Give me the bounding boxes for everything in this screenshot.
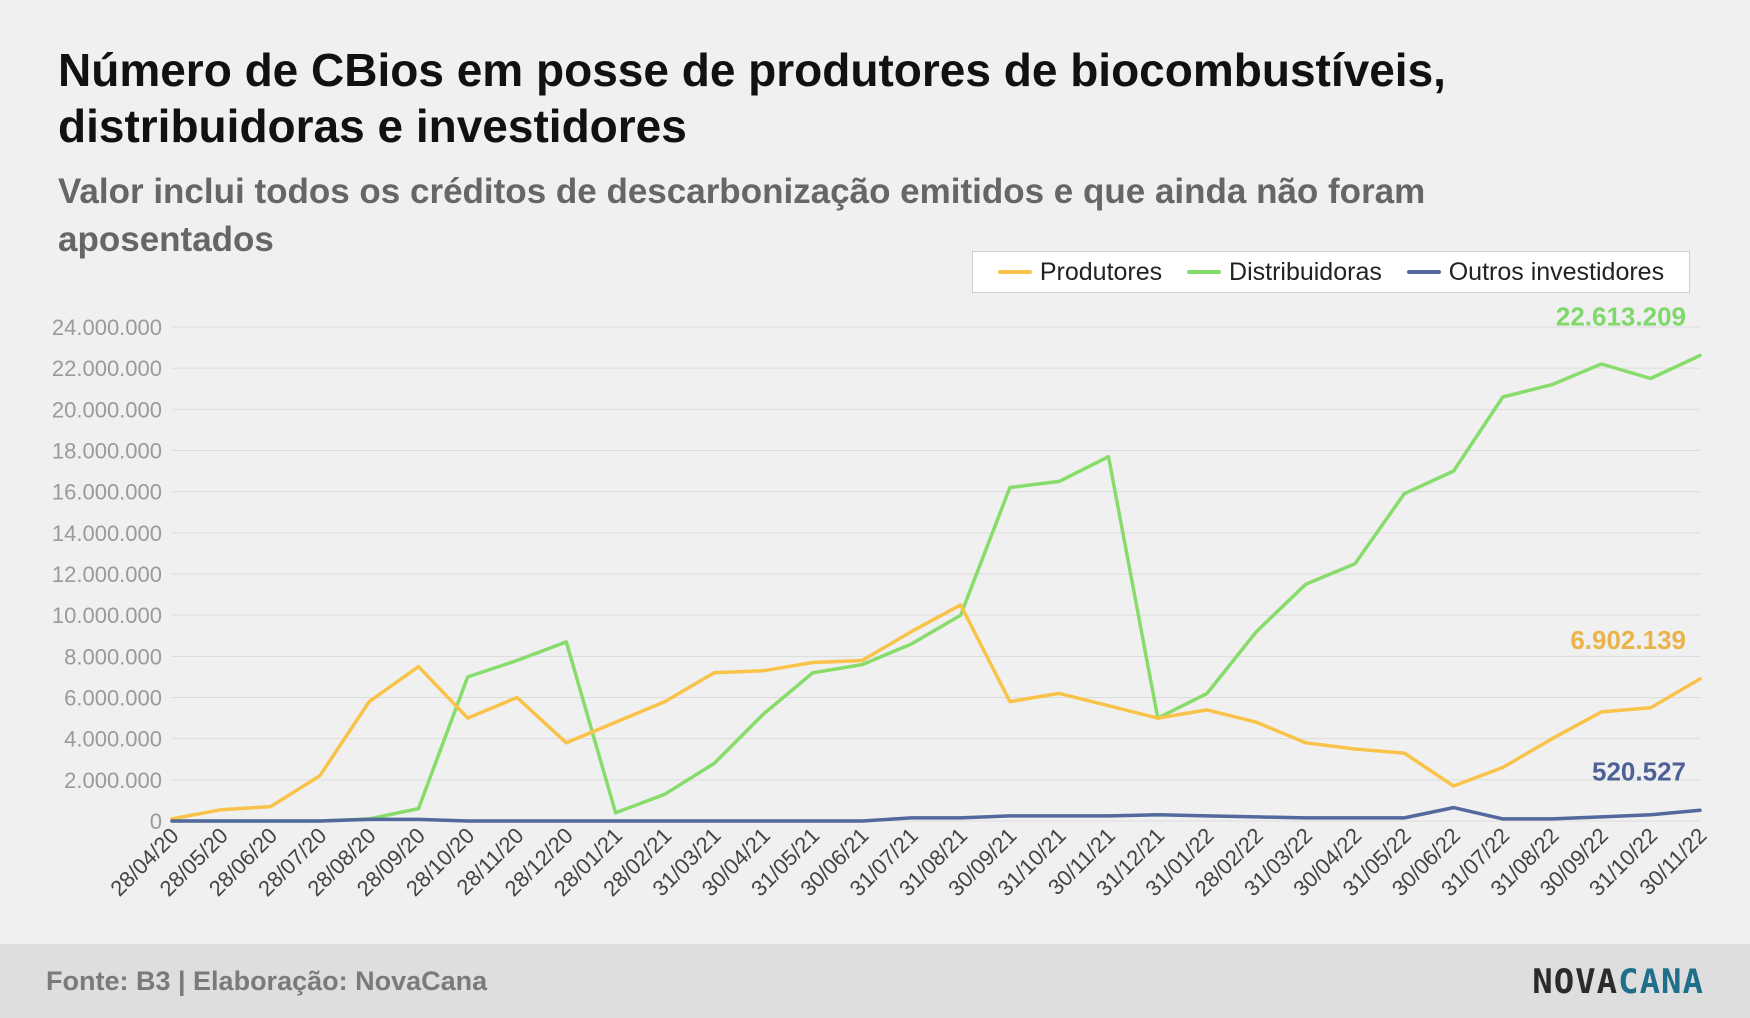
y-tick-label: 2.000.000	[64, 768, 162, 793]
legend-swatch-outros	[1406, 270, 1441, 274]
logo-part-1: NOVA	[1532, 962, 1619, 1002]
legend: Produtores Distribuidoras Outros investi…	[972, 251, 1690, 293]
legend-label-outros: Outros investidores	[1448, 257, 1665, 286]
series-line-produtores	[170, 603, 1702, 821]
series-line-distribuidoras	[170, 353, 1702, 823]
y-tick-label: 0	[150, 809, 162, 834]
line-chart: 0 2.000.000 4.000.000 6.000.000 8.000.000 10.…	[52, 302, 1712, 902]
y-tick-label: 6.000.000	[64, 686, 162, 711]
legend-label-distribuidoras: Distribuidoras	[1229, 257, 1382, 286]
novacana-logo: NOVACANA	[1532, 962, 1704, 1002]
y-tick-label: 18.000.000	[52, 439, 162, 464]
footer: Fonte: B3 | Elaboração: NovaCana NOVACAN…	[0, 944, 1750, 1018]
y-tick-label: 4.000.000	[64, 727, 162, 752]
legend-label-produtores: Produtores	[1039, 257, 1163, 286]
legend-item-outros[interactable]: Outros investidores	[1406, 257, 1665, 287]
y-tick-label: 24.000.000	[52, 315, 162, 340]
chart-subtitle: Valor inclui todos os créditos de descar…	[58, 172, 1426, 259]
y-tick-label: 14.000.000	[52, 521, 162, 546]
end-value-label-outros: 520.527	[1592, 756, 1686, 786]
legend-swatch-produtores	[997, 270, 1032, 274]
source-note: Fonte: B3 | Elaboração: NovaCana	[46, 966, 488, 996]
legend-item-produtores[interactable]: Produtores	[997, 257, 1163, 287]
logo-part-2: CANA	[1618, 962, 1704, 1002]
end-value-label-distribuidoras: 22.613.209	[1556, 302, 1686, 332]
y-tick-label: 16.000.000	[52, 480, 162, 505]
legend-item-distribuidoras[interactable]: Distribuidoras	[1187, 258, 1382, 287]
y-tick-label: 22.000.000	[52, 356, 162, 381]
y-tick-label: 8.000.000	[64, 644, 162, 669]
end-value-label-produtores: 6.902.139	[1570, 625, 1686, 655]
chart-title: Número de CBios em posse de produtores d…	[58, 44, 1446, 152]
y-tick-label: 12.000.000	[52, 562, 162, 587]
legend-swatch-distribuidoras	[1187, 270, 1222, 274]
y-tick-label: 10.000.000	[52, 603, 162, 628]
series-line-outros	[170, 805, 1702, 823]
y-tick-label: 20.000.000	[52, 397, 162, 422]
